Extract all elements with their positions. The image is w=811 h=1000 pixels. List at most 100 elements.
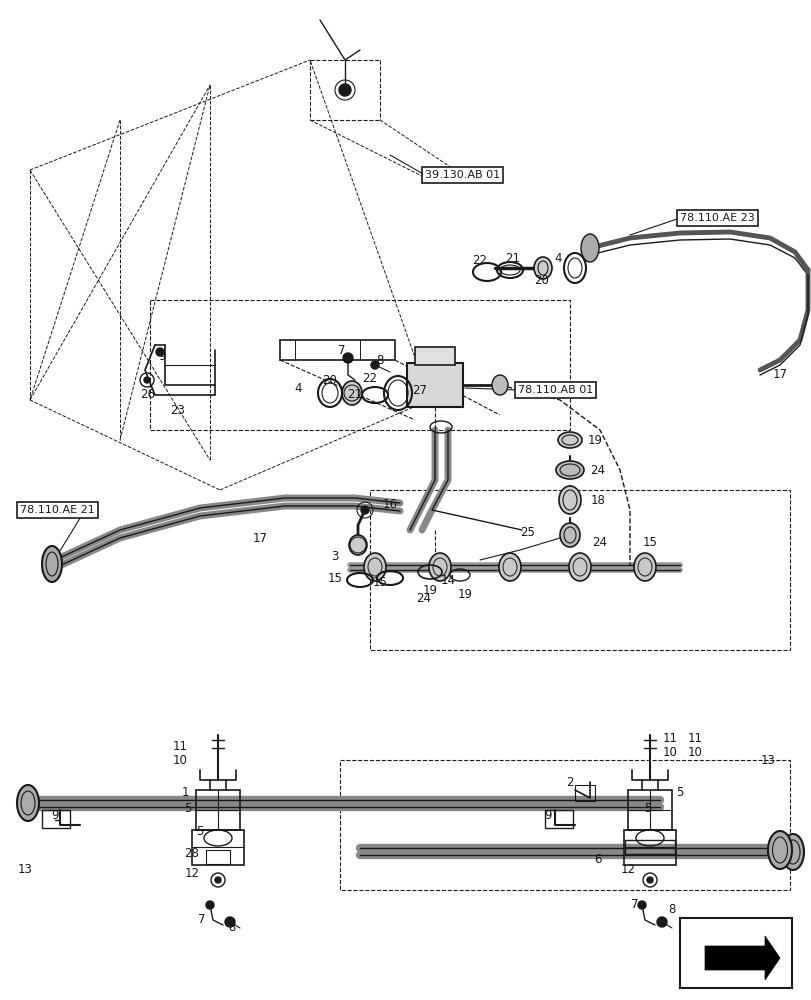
Bar bbox=[406, 363, 462, 407]
Circle shape bbox=[206, 901, 214, 909]
Bar bbox=[414, 347, 454, 365]
Text: 10: 10 bbox=[687, 745, 702, 758]
Text: 78.110.AE 23: 78.110.AE 23 bbox=[679, 213, 753, 223]
Polygon shape bbox=[704, 936, 779, 980]
Text: 19: 19 bbox=[457, 587, 472, 600]
Circle shape bbox=[371, 361, 379, 369]
Text: 20: 20 bbox=[322, 373, 337, 386]
Text: 5: 5 bbox=[676, 786, 683, 799]
Text: 22: 22 bbox=[472, 253, 487, 266]
Circle shape bbox=[342, 353, 353, 363]
Ellipse shape bbox=[17, 785, 39, 821]
Ellipse shape bbox=[633, 553, 655, 581]
Text: 15: 15 bbox=[372, 576, 387, 588]
Text: 10: 10 bbox=[662, 745, 676, 758]
Text: 1: 1 bbox=[181, 786, 188, 799]
Text: 24: 24 bbox=[592, 536, 607, 550]
Ellipse shape bbox=[569, 553, 590, 581]
Text: 7: 7 bbox=[198, 913, 205, 926]
Text: 12: 12 bbox=[184, 867, 200, 880]
Ellipse shape bbox=[781, 834, 803, 870]
Ellipse shape bbox=[499, 553, 521, 581]
Text: 24: 24 bbox=[590, 464, 605, 477]
Circle shape bbox=[215, 877, 221, 883]
Text: 7: 7 bbox=[630, 898, 638, 911]
Text: 78.110.AB 01: 78.110.AB 01 bbox=[517, 385, 593, 395]
Text: 9: 9 bbox=[158, 351, 165, 363]
Text: 13: 13 bbox=[18, 863, 32, 876]
Circle shape bbox=[646, 877, 652, 883]
Circle shape bbox=[338, 84, 350, 96]
Text: 13: 13 bbox=[760, 754, 775, 766]
Text: 4: 4 bbox=[554, 251, 561, 264]
Text: 9: 9 bbox=[543, 809, 551, 822]
Text: 8: 8 bbox=[667, 903, 675, 916]
Text: 16: 16 bbox=[382, 498, 397, 512]
Text: 15: 15 bbox=[642, 536, 657, 550]
Circle shape bbox=[225, 917, 234, 927]
Text: 3: 3 bbox=[331, 550, 338, 564]
Bar bbox=[574, 785, 594, 801]
Text: 5: 5 bbox=[196, 825, 204, 838]
Text: 14: 14 bbox=[440, 574, 455, 586]
Text: 7: 7 bbox=[338, 344, 345, 357]
Ellipse shape bbox=[581, 234, 599, 262]
Text: 2: 2 bbox=[565, 776, 573, 788]
Text: 4: 4 bbox=[294, 381, 302, 394]
Ellipse shape bbox=[491, 375, 508, 395]
Text: 27: 27 bbox=[412, 383, 427, 396]
Circle shape bbox=[656, 917, 666, 927]
Text: 11: 11 bbox=[687, 731, 702, 744]
Text: 5: 5 bbox=[643, 801, 651, 814]
Ellipse shape bbox=[349, 535, 367, 555]
Bar bbox=[627, 790, 672, 830]
Ellipse shape bbox=[534, 257, 551, 279]
Text: 20: 20 bbox=[534, 273, 549, 286]
Text: 9: 9 bbox=[51, 809, 58, 822]
Text: 8: 8 bbox=[228, 921, 235, 934]
Text: 10: 10 bbox=[173, 754, 187, 766]
Bar bbox=[623, 830, 676, 865]
Ellipse shape bbox=[767, 831, 791, 869]
Ellipse shape bbox=[363, 553, 385, 581]
Ellipse shape bbox=[556, 461, 583, 479]
Text: 17: 17 bbox=[771, 368, 787, 381]
Circle shape bbox=[144, 377, 150, 383]
Text: 12: 12 bbox=[620, 863, 635, 876]
Text: 19: 19 bbox=[587, 434, 602, 446]
Text: 11: 11 bbox=[662, 731, 676, 744]
Ellipse shape bbox=[560, 523, 579, 547]
Bar bbox=[624, 840, 674, 854]
Text: 6: 6 bbox=[594, 853, 601, 866]
Text: 17: 17 bbox=[252, 532, 267, 544]
Circle shape bbox=[361, 506, 368, 514]
Circle shape bbox=[156, 348, 164, 356]
Circle shape bbox=[637, 901, 646, 909]
Text: 21: 21 bbox=[505, 251, 520, 264]
Ellipse shape bbox=[42, 546, 62, 582]
Text: 19: 19 bbox=[422, 584, 437, 596]
Text: 28: 28 bbox=[184, 847, 200, 860]
Text: 22: 22 bbox=[362, 371, 377, 384]
Text: 21: 21 bbox=[347, 388, 362, 401]
Ellipse shape bbox=[428, 553, 450, 581]
Text: 24: 24 bbox=[416, 591, 431, 604]
Ellipse shape bbox=[558, 486, 581, 514]
Text: 78.110.AE 21: 78.110.AE 21 bbox=[20, 505, 95, 515]
Bar bbox=[206, 850, 230, 864]
Text: 18: 18 bbox=[590, 493, 605, 506]
Text: 25: 25 bbox=[520, 526, 534, 540]
Bar bbox=[42, 810, 70, 828]
Bar bbox=[544, 810, 573, 828]
Ellipse shape bbox=[557, 432, 581, 448]
Text: 39.130.AB 01: 39.130.AB 01 bbox=[424, 170, 500, 180]
Text: 5: 5 bbox=[184, 801, 191, 814]
Bar bbox=[191, 830, 243, 865]
Bar bbox=[679, 918, 791, 988]
Ellipse shape bbox=[341, 381, 362, 405]
Text: 8: 8 bbox=[375, 354, 384, 366]
Text: 26: 26 bbox=[140, 388, 156, 401]
Text: 11: 11 bbox=[172, 739, 187, 752]
Text: 23: 23 bbox=[170, 403, 185, 416]
Bar bbox=[195, 790, 240, 830]
